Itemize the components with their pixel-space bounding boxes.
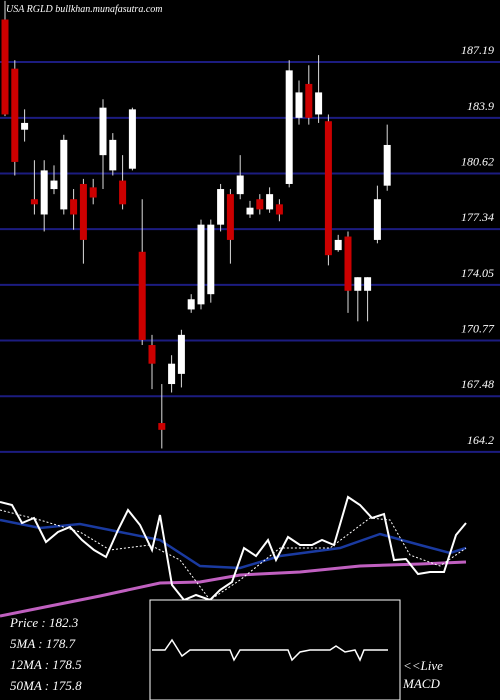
candle-body [236, 175, 244, 195]
y-tick-label: 183.9 [467, 99, 494, 113]
y-tick-label: 177.34 [461, 210, 494, 224]
ma12-line [0, 518, 467, 570]
y-tick-label: 167.48 [461, 377, 494, 391]
candle-body [295, 92, 303, 118]
y-tick-label: 187.19 [461, 43, 494, 57]
candle-body [60, 139, 68, 210]
candle-body [109, 139, 117, 171]
candle-body [70, 199, 78, 215]
chart-title: USA RGLD bullkhan.munafasutra.com [6, 4, 162, 15]
candle-body [266, 194, 274, 210]
candle-body [21, 122, 29, 130]
candle-body [344, 236, 352, 291]
y-tick-label: 170.77 [461, 321, 495, 335]
candle-body [119, 180, 127, 205]
candle-body [285, 70, 293, 184]
candle-body [334, 239, 342, 251]
live-label: <<Live [403, 658, 443, 673]
candle-body [275, 204, 283, 215]
candle-body [207, 224, 215, 295]
candle-body [354, 277, 362, 291]
ma50-line [0, 560, 467, 618]
candle-body [30, 199, 38, 205]
legend-ma50: 50MA : 175.8 [10, 678, 82, 693]
legend-ma12: 12MA : 178.5 [10, 657, 82, 672]
candle-body [128, 109, 136, 169]
indicator-lines [0, 495, 467, 618]
candle-body [373, 199, 381, 240]
candle-body [168, 363, 176, 385]
legend: Price : 182.3 5MA : 178.7 12MA : 178.5 5… [9, 615, 443, 693]
candle-body [138, 251, 146, 340]
candle-body [148, 345, 156, 364]
y-tick-label: 180.62 [461, 154, 494, 168]
candle-body [50, 180, 58, 190]
candle-body [256, 199, 264, 210]
candle-body [197, 224, 205, 305]
candle-body [79, 183, 87, 240]
candle-body [246, 207, 254, 215]
y-tick-label: 164.2 [467, 433, 494, 447]
candle-body [177, 334, 185, 374]
candle-body [40, 170, 48, 215]
candle-body [99, 107, 107, 156]
price-line [0, 495, 467, 602]
candle-body [383, 144, 391, 186]
candle-body [315, 92, 323, 115]
candle-body [187, 299, 195, 310]
candle-body [364, 277, 372, 291]
macd-label: MACD [402, 676, 440, 691]
y-tick-label: 174.05 [461, 266, 494, 280]
ma5-line [0, 509, 467, 601]
candle-body [89, 187, 97, 198]
candle-body [11, 68, 19, 162]
legend-ma5: 5MA : 178.7 [10, 636, 76, 651]
legend-price: Price : 182.3 [9, 615, 79, 630]
candle-body [217, 189, 225, 225]
macd-line [152, 638, 388, 662]
candle-body [226, 194, 234, 240]
candle-body [158, 423, 166, 430]
candle-body [1, 19, 9, 115]
candle-body [324, 121, 332, 256]
candle-body [305, 83, 313, 118]
